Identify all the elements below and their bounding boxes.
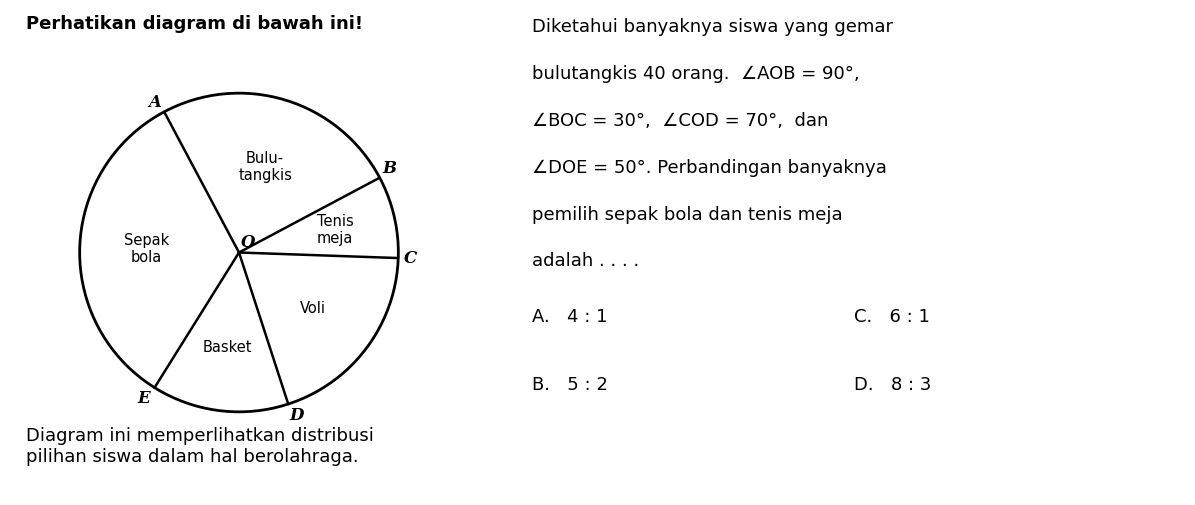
Text: B.   5 : 2: B. 5 : 2 xyxy=(532,376,607,394)
Text: Perhatikan diagram di bawah ini!: Perhatikan diagram di bawah ini! xyxy=(26,15,363,33)
Text: C.   6 : 1: C. 6 : 1 xyxy=(854,308,930,326)
Text: A.   4 : 1: A. 4 : 1 xyxy=(532,308,607,326)
Text: Diketahui banyaknya siswa yang gemar: Diketahui banyaknya siswa yang gemar xyxy=(532,18,893,36)
Text: Tenis
meja: Tenis meja xyxy=(317,214,354,246)
Text: C: C xyxy=(404,249,417,267)
Text: A: A xyxy=(148,94,161,111)
Text: bulutangkis 40 orang.  ∠AOB = 90°,: bulutangkis 40 orang. ∠AOB = 90°, xyxy=(532,65,859,83)
Text: Basket: Basket xyxy=(203,340,252,355)
Text: Sepak
bola: Sepak bola xyxy=(124,233,170,266)
Text: Voli: Voli xyxy=(300,300,326,316)
Text: D.   8 : 3: D. 8 : 3 xyxy=(854,376,932,394)
Text: Bulu-
tangkis: Bulu- tangkis xyxy=(238,151,292,183)
Text: ∠BOC = 30°,  ∠COD = 70°,  dan: ∠BOC = 30°, ∠COD = 70°, dan xyxy=(532,112,828,130)
Text: E: E xyxy=(137,390,149,407)
Text: pemilih sepak bola dan tenis meja: pemilih sepak bola dan tenis meja xyxy=(532,206,842,224)
Text: B: B xyxy=(382,160,397,177)
Text: Diagram ini memperlihatkan distribusi
pilihan siswa dalam hal berolahraga.: Diagram ini memperlihatkan distribusi pi… xyxy=(26,427,374,466)
Text: O: O xyxy=(241,234,256,251)
Text: ∠DOE = 50°. Perbandingan banyaknya: ∠DOE = 50°. Perbandingan banyaknya xyxy=(532,159,887,177)
Text: adalah . . . .: adalah . . . . xyxy=(532,252,639,271)
Text: D: D xyxy=(289,407,304,424)
